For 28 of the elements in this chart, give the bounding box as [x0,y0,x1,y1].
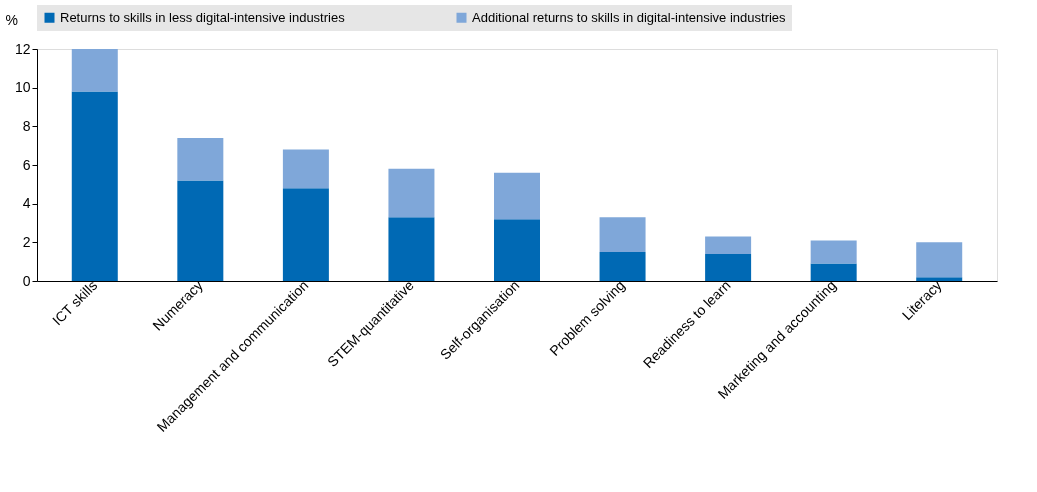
bar [177,180,224,281]
y-tick-label: 12 [14,40,31,57]
bar [177,137,224,181]
bar [916,242,963,278]
bar [71,91,118,281]
y-tick-label: 10 [14,79,31,96]
legend-label: Returns to skills in less digital-intensive industries [60,9,346,25]
bar [705,236,752,254]
legend-label: Additional returns to skills in digital-intensive industries [472,9,787,25]
y-tick-label: 2 [22,233,31,250]
bar [71,49,118,92]
y-axis-title: % [5,11,18,28]
bar [916,277,963,281]
bar [599,252,646,281]
y-tick-label: 6 [22,156,31,173]
bar [282,149,329,189]
bar [388,217,435,281]
y-tick-label: 4 [22,195,31,212]
bar [494,172,540,220]
bar [388,168,435,218]
bar [810,263,857,281]
bar [282,188,329,281]
bar [810,240,857,264]
bar [705,253,752,281]
bar [599,217,646,252]
bar [494,219,540,281]
y-tick-label: 0 [22,272,31,289]
y-tick-label: 8 [22,117,31,134]
